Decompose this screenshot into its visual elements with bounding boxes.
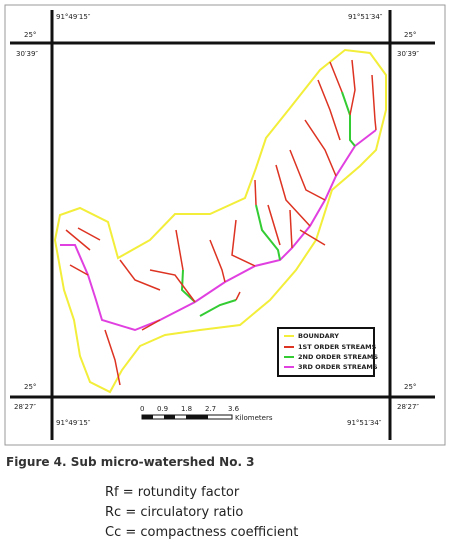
legend-label: 1ST ORDER STREAMS [298,343,377,351]
latitude-degree: 25° [404,31,416,39]
map-panel [4,4,446,446]
legend: BOUNDARY 1ST ORDER STREAMS 2ND ORDER STR… [277,327,378,377]
latitude-degree: 25° [24,31,36,39]
latitude-degree: 25° [404,383,416,391]
caption: Figure 4. Sub micro-watershed No. 3 [6,455,255,469]
scale-label: 2.7 [205,405,216,413]
definition: Rf = rotundity factor [105,485,240,500]
longitude-label: 91°51′34″ [347,419,382,427]
legend-label: 2ND ORDER STREAMS [298,353,378,361]
scale-label: 1.8 [181,405,192,413]
longitude-label: 91°49′15″ [56,13,91,21]
first-order-streams [65,59,377,386]
scale-label: 0 [140,405,144,413]
latitude-minute: 30′39″ [397,50,419,58]
definition: Cc = compactness coefficient [105,525,298,540]
definition: Rc = circulatory ratio [105,505,243,520]
latitude-minute: 28′27″ [14,403,36,411]
frame [10,10,435,440]
longitude-label: 91°49′15″ [56,419,91,427]
latitude-degree: 25° [24,383,36,391]
latitude-minute: 30′39″ [16,50,38,58]
scale-label: 3.6 [228,405,240,413]
scale-label: 0.9 [157,405,168,413]
scale-bar: 0 0.9 1.8 2.7 3.6 Kilometers [140,405,273,422]
longitude-label: 91°51′34″ [348,13,383,21]
legend-label: BOUNDARY [298,332,339,340]
latitude-minute: 28′27″ [397,403,419,411]
boundary [53,48,387,394]
legend-label: 3RD ORDER STREAMS [298,363,378,371]
scale-unit: Kilometers [235,414,273,422]
second-order-streams [180,91,356,317]
